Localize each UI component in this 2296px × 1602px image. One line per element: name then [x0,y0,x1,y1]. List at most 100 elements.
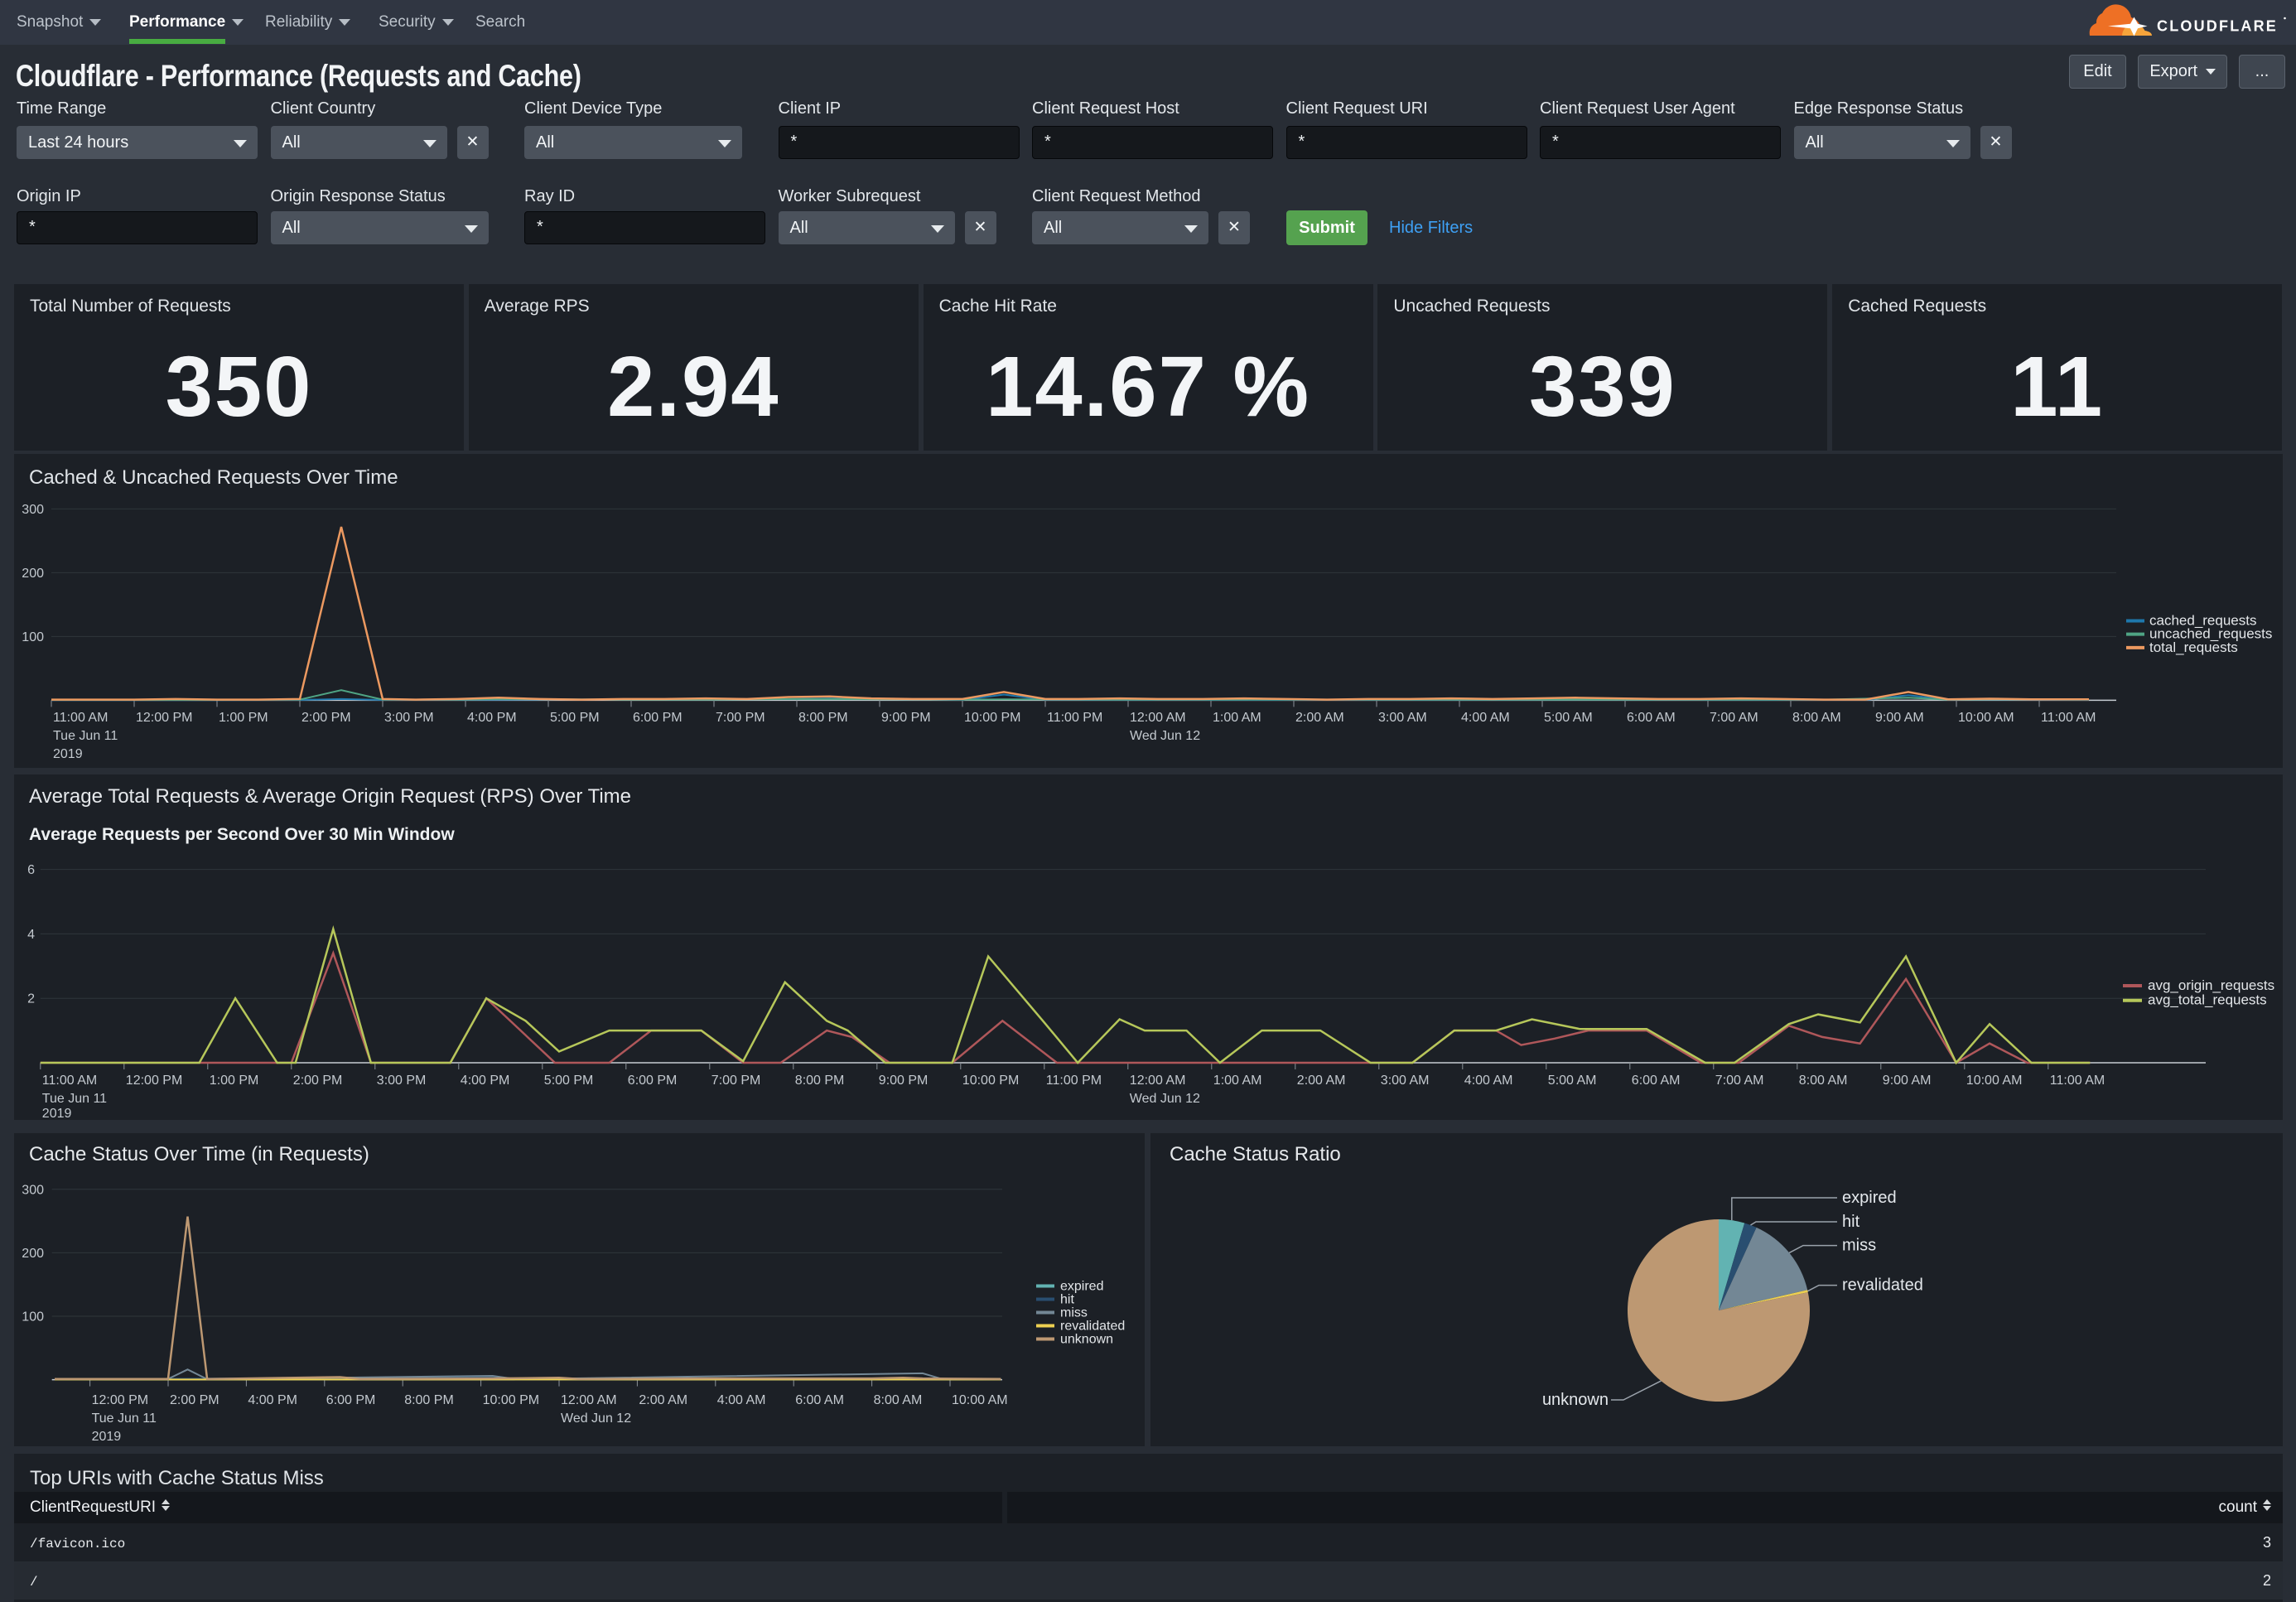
svg-text:3:00 PM: 3:00 PM [377,1074,427,1088]
svg-text:miss: miss [1060,1306,1088,1320]
svg-text:5:00 PM: 5:00 PM [550,711,600,725]
svg-text:Tue Jun 11: Tue Jun 11 [53,729,118,743]
svg-text:10:00 PM: 10:00 PM [964,711,1020,725]
svg-text:6:00 PM: 6:00 PM [633,711,683,725]
svg-text:Average Total Requests & Avera: Average Total Requests & Average Origin … [29,785,631,808]
svg-text:200: 200 [22,567,44,581]
svg-text:CLOUDFLARE: CLOUDFLARE [2157,18,2278,35]
svg-text:9:00 PM: 9:00 PM [881,711,931,725]
svg-text:11:00 AM: 11:00 AM [42,1074,97,1088]
svg-text:11:00 PM: 11:00 PM [1046,1074,1102,1088]
svg-text:uncached_requests: uncached_requests [2149,626,2272,642]
svg-text:2019: 2019 [53,747,83,761]
svg-text:avg_origin_requests: avg_origin_requests [2148,977,2274,993]
svg-text:cached_requests: cached_requests [2149,613,2256,629]
svg-text:2: 2 [27,992,35,1006]
svg-text:Wed Jun 12: Wed Jun 12 [561,1411,631,1426]
svg-text:2:00 PM: 2:00 PM [301,711,351,725]
svg-text:Wed Jun 12: Wed Jun 12 [1130,1092,1200,1106]
svg-text:revalidated: revalidated [1842,1276,1923,1295]
svg-text:9:00 AM: 9:00 AM [1875,711,1924,725]
svg-text:6:00 AM: 6:00 AM [795,1393,844,1407]
svg-text:6:00 AM: 6:00 AM [1627,711,1676,725]
svg-text:100: 100 [22,1310,44,1325]
svg-text:3:00 PM: 3:00 PM [384,711,434,725]
svg-text:10:00 AM: 10:00 AM [1966,1074,2023,1088]
svg-text:8:00 PM: 8:00 PM [795,1074,845,1088]
svg-text:11:00 AM: 11:00 AM [2050,1074,2105,1088]
svg-text:2:00 PM: 2:00 PM [170,1393,219,1407]
svg-text:5:00 AM: 5:00 AM [1544,711,1593,725]
svg-text:11:00 AM: 11:00 AM [2041,711,2096,725]
svg-text:6:00 PM: 6:00 PM [628,1074,678,1088]
svg-text:10:00 PM: 10:00 PM [483,1393,539,1407]
svg-text:2:00 PM: 2:00 PM [293,1074,343,1088]
svg-text:9:00 PM: 9:00 PM [879,1074,929,1088]
svg-text:9:00 AM: 9:00 AM [1883,1074,1932,1088]
svg-text:6:00 AM: 6:00 AM [1632,1074,1681,1088]
svg-text:11:00 AM: 11:00 AM [53,711,108,725]
svg-text:expired: expired [1842,1189,1897,1207]
svg-text:7:00 PM: 7:00 PM [716,711,765,725]
svg-text:10:00 AM: 10:00 AM [952,1393,1008,1407]
svg-text:Average Requests per Second Ov: Average Requests per Second Over 30 Min … [29,825,455,844]
svg-text:1:00 AM: 1:00 AM [1213,1074,1262,1088]
svg-text:4:00 PM: 4:00 PM [467,711,517,725]
svg-text:12:00 PM: 12:00 PM [126,1074,182,1088]
svg-text:8:00 PM: 8:00 PM [404,1393,454,1407]
svg-text:6: 6 [27,863,35,877]
svg-text:1:00 AM: 1:00 AM [1213,711,1261,725]
svg-text:12:00 AM: 12:00 AM [561,1393,617,1407]
svg-text:total_requests: total_requests [2149,639,2238,655]
svg-text:7:00 PM: 7:00 PM [711,1074,761,1088]
svg-text:avg_total_requests: avg_total_requests [2148,992,2267,1008]
svg-text:300: 300 [22,503,44,517]
svg-text:4:00 AM: 4:00 AM [1464,1074,1513,1088]
svg-text:7:00 AM: 7:00 AM [1710,711,1758,725]
svg-text:Cache Status Ratio: Cache Status Ratio [1170,1143,1341,1165]
svg-text:4:00 PM: 4:00 PM [248,1393,297,1407]
svg-text:2019: 2019 [92,1430,122,1444]
svg-text:12:00 AM: 12:00 AM [1130,711,1186,725]
svg-text:5:00 PM: 5:00 PM [544,1074,594,1088]
svg-text:11:00 PM: 11:00 PM [1047,711,1102,725]
svg-text:1:00 PM: 1:00 PM [219,711,268,725]
svg-text:10:00 PM: 10:00 PM [962,1074,1019,1088]
svg-text:hit: hit [1060,1293,1074,1307]
svg-text:300: 300 [22,1183,44,1197]
svg-text:miss: miss [1842,1237,1876,1255]
svg-text:Cache Status Over Time (in Req: Cache Status Over Time (in Requests) [29,1143,369,1165]
svg-text:3:00 AM: 3:00 AM [1381,1074,1430,1088]
svg-text:4: 4 [27,928,35,942]
svg-text:hit: hit [1842,1213,1860,1231]
svg-text:1:00 PM: 1:00 PM [210,1074,259,1088]
svg-text:3:00 AM: 3:00 AM [1378,711,1427,725]
svg-text:unknown: unknown [1542,1391,1609,1409]
svg-text:4:00 AM: 4:00 AM [717,1393,766,1407]
svg-text:6:00 PM: 6:00 PM [326,1393,376,1407]
svg-text:revalidated: revalidated [1060,1320,1125,1334]
svg-text:8:00 AM: 8:00 AM [1792,711,1841,725]
svg-text:Tue Jun 11: Tue Jun 11 [42,1092,107,1106]
svg-text:12:00 PM: 12:00 PM [92,1393,148,1407]
svg-text:10:00 AM: 10:00 AM [1958,711,2014,725]
svg-text:4:00 PM: 4:00 PM [461,1074,510,1088]
svg-text:2:00 AM: 2:00 AM [639,1393,687,1407]
svg-text:200: 200 [22,1247,44,1261]
svg-text:Tue Jun 11: Tue Jun 11 [92,1411,157,1426]
svg-text:5:00 AM: 5:00 AM [1548,1074,1597,1088]
svg-text:7:00 AM: 7:00 AM [1715,1074,1764,1088]
svg-text:8:00 AM: 8:00 AM [874,1393,923,1407]
svg-text:expired: expired [1060,1280,1103,1294]
svg-text:8:00 AM: 8:00 AM [1799,1074,1848,1088]
svg-text:2019: 2019 [42,1107,72,1120]
svg-text:4:00 AM: 4:00 AM [1461,711,1510,725]
svg-text:100: 100 [22,630,44,644]
svg-text:unknown: unknown [1060,1333,1113,1347]
svg-text:Wed Jun 12: Wed Jun 12 [1130,729,1200,743]
svg-text:2:00 AM: 2:00 AM [1297,1074,1346,1088]
svg-text:12:00 AM: 12:00 AM [1130,1074,1186,1088]
svg-text:2:00 AM: 2:00 AM [1295,711,1344,725]
svg-text:8:00 PM: 8:00 PM [798,711,848,725]
svg-text:12:00 PM: 12:00 PM [136,711,192,725]
